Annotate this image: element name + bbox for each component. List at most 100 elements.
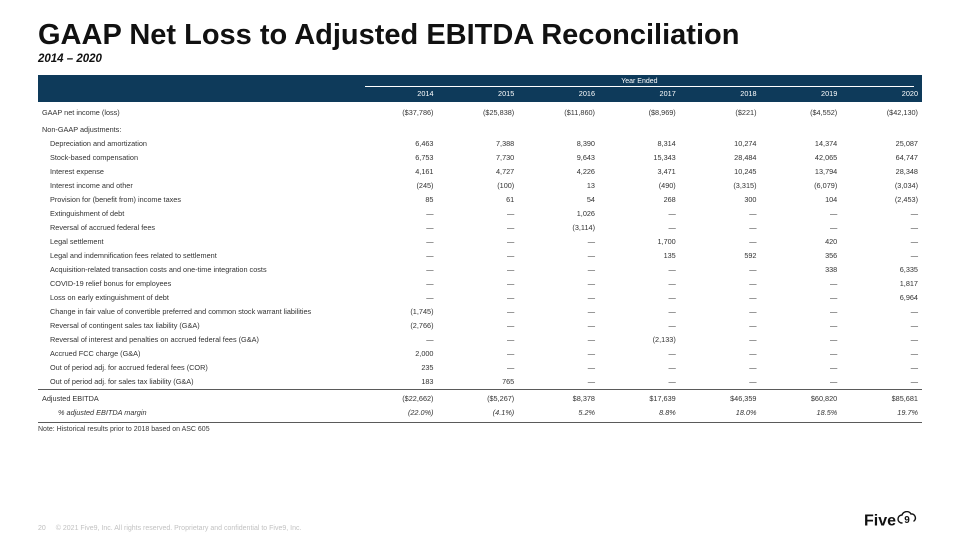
cell-value: 13,794: [761, 165, 842, 179]
row-label: Out of period adj. for sales tax liabili…: [38, 375, 357, 390]
logo: Five9: [864, 511, 922, 532]
row-label: Provision for (benefit from) income taxe…: [38, 193, 357, 207]
cell-value: 5.2%: [518, 405, 599, 419]
row-label: Reversal of accrued federal fees: [38, 221, 357, 235]
table-row: Reversal of contingent sales tax liabili…: [38, 319, 922, 333]
cell-value: —: [841, 347, 922, 361]
cell-value: —: [841, 319, 922, 333]
cell-value: —: [518, 333, 599, 347]
cell-value: —: [518, 347, 599, 361]
cell-value: —: [680, 375, 761, 390]
cell-value: —: [599, 291, 680, 305]
cell-value: 8.8%: [599, 405, 680, 419]
note-rule: [38, 422, 922, 423]
cell-value: —: [438, 277, 519, 291]
table-row: Out of period adj. for sales tax liabili…: [38, 375, 922, 390]
cell-value: 4,727: [438, 165, 519, 179]
table-row: Legal and indemnification fees related t…: [38, 249, 922, 263]
row-label: Acquisition-related transaction costs an…: [38, 263, 357, 277]
cell-value: —: [680, 263, 761, 277]
cell-value: —: [761, 221, 842, 235]
cell-value: —: [841, 207, 922, 221]
cell-value: 6,463: [357, 137, 438, 151]
table-row: Interest income and other(245)(100)13(49…: [38, 179, 922, 193]
cell-value: —: [761, 277, 842, 291]
cell-value: 18.5%: [761, 405, 842, 419]
cell-value: —: [357, 235, 438, 249]
cell-value: —: [518, 361, 599, 375]
cell-value: 15,343: [599, 151, 680, 165]
cell-value: —: [761, 207, 842, 221]
cell-value: (1,745): [357, 305, 438, 319]
table-row: Adjusted EBITDA($22,662)($5,267)$8,378$1…: [38, 389, 922, 405]
cell-value: —: [841, 249, 922, 263]
row-label: Adjusted EBITDA: [38, 389, 357, 405]
row-label: Depreciation and amortization: [38, 137, 357, 151]
row-label: Reversal of interest and penalties on ac…: [38, 333, 357, 347]
cell-value: —: [438, 333, 519, 347]
subtitle: 2014 – 2020: [38, 53, 922, 65]
cell-value: 1,817: [841, 277, 922, 291]
cell-value: [357, 119, 438, 137]
year-header: 2017: [599, 88, 680, 102]
cell-value: —: [438, 319, 519, 333]
cell-value: —: [841, 375, 922, 390]
cell-value: —: [438, 291, 519, 305]
row-label: Stock-based compensation: [38, 151, 357, 165]
cell-value: —: [841, 235, 922, 249]
cell-value: —: [518, 277, 599, 291]
cell-value: —: [761, 361, 842, 375]
cell-value: 104: [761, 193, 842, 207]
row-label: Reversal of contingent sales tax liabili…: [38, 319, 357, 333]
cell-value: (2,453): [841, 193, 922, 207]
cell-value: ($11,860): [518, 102, 599, 120]
cell-value: $60,820: [761, 389, 842, 405]
table-row: Acquisition-related transaction costs an…: [38, 263, 922, 277]
cell-value: —: [680, 347, 761, 361]
year-header: 2015: [438, 88, 519, 102]
row-label: Change in fair value of convertible pref…: [38, 305, 357, 319]
cell-value: 1,026: [518, 207, 599, 221]
cell-value: —: [357, 333, 438, 347]
cell-value: 8,314: [599, 137, 680, 151]
table-row: Provision for (benefit from) income taxe…: [38, 193, 922, 207]
table-row: Loss on early extinguishment of debt————…: [38, 291, 922, 305]
page-number: 20: [38, 525, 46, 532]
cell-value: —: [761, 319, 842, 333]
table-row: Out of period adj. for accrued federal f…: [38, 361, 922, 375]
cell-value: $85,681: [841, 389, 922, 405]
year-header: 2016: [518, 88, 599, 102]
cell-value: 6,335: [841, 263, 922, 277]
cell-value: 268: [599, 193, 680, 207]
cell-value: —: [438, 347, 519, 361]
cell-value: —: [357, 249, 438, 263]
cell-value: —: [438, 305, 519, 319]
header-year-ended: Year Ended: [357, 75, 922, 88]
cell-value: —: [599, 319, 680, 333]
cell-value: 13: [518, 179, 599, 193]
row-label: Legal and indemnification fees related t…: [38, 249, 357, 263]
cell-value: [680, 119, 761, 137]
table-row: COVID-19 relief bonus for employees—————…: [38, 277, 922, 291]
table-row: Change in fair value of convertible pref…: [38, 305, 922, 319]
cell-value: 765: [438, 375, 519, 390]
cell-value: [518, 119, 599, 137]
cell-value: —: [680, 277, 761, 291]
cell-value: —: [841, 221, 922, 235]
cell-value: (3,034): [841, 179, 922, 193]
cell-value: —: [599, 221, 680, 235]
cell-value: —: [680, 207, 761, 221]
cell-value: —: [599, 277, 680, 291]
cell-value: 28,348: [841, 165, 922, 179]
year-header: 2020: [841, 88, 922, 102]
cell-value: [599, 119, 680, 137]
cell-value: (2,133): [599, 333, 680, 347]
cell-value: 2,000: [357, 347, 438, 361]
cell-value: —: [680, 333, 761, 347]
row-label: Loss on early extinguishment of debt: [38, 291, 357, 305]
cell-value: —: [680, 291, 761, 305]
table-row: % adjusted EBITDA margin(22.0%)(4.1%)5.2…: [38, 405, 922, 419]
cell-value: —: [438, 207, 519, 221]
year-header: 2014: [357, 88, 438, 102]
table-row: Reversal of accrued federal fees——(3,114…: [38, 221, 922, 235]
